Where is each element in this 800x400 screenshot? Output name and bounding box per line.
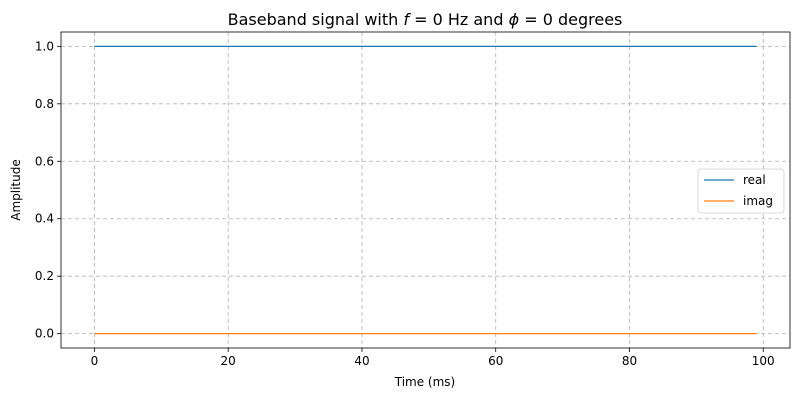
series-layer — [94, 45, 757, 335]
y-tick-label: 0.0 — [35, 327, 54, 341]
x-axis-ticks: 0 20 40 60 80 100 — [91, 348, 775, 368]
y-tick-label: 1.0 — [35, 39, 54, 53]
x-tick-label: 100 — [752, 354, 775, 368]
grid — [61, 32, 790, 348]
x-tick-label: 40 — [354, 354, 369, 368]
plot-frame — [60, 31, 791, 349]
x-tick-label: 20 — [221, 354, 236, 368]
x-tick-label: 80 — [622, 354, 637, 368]
y-tick-label: 0.2 — [35, 269, 54, 283]
legend-label-imag: imag — [743, 194, 773, 208]
chart-title: Baseband signal with f = 0 Hz and ϕ = 0 … — [228, 10, 623, 29]
x-tick-label: 60 — [488, 354, 503, 368]
x-axis-label: Time (ms) — [394, 375, 456, 389]
y-tick-label: 0.8 — [35, 97, 54, 111]
y-tick-label: 0.6 — [35, 154, 54, 168]
legend-label-real: real — [743, 173, 766, 187]
y-tick-label: 0.4 — [35, 212, 54, 226]
x-tick-label: 0 — [91, 354, 99, 368]
legend: real imag — [697, 168, 785, 214]
y-axis-ticks: 0.0 0.2 0.4 0.6 0.8 1.0 — [35, 39, 61, 341]
y-axis-label: Amplitude — [9, 159, 23, 221]
